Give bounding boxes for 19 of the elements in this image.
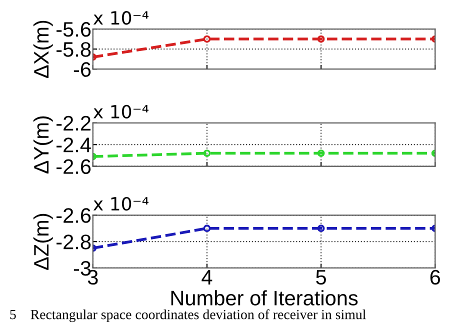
y-tick-label: -5.8 — [56, 42, 91, 57]
y-axis-title: ΔX(m) — [33, 20, 53, 78]
text: 5 Rectangular space coordinates deviation of receiver in simul — [10, 309, 366, 322]
y-tick-label: -5.6 — [56, 22, 91, 37]
x-tick-label: 5 — [316, 270, 326, 285]
x-tick-label: 6 — [430, 270, 440, 285]
text: x 10⁻⁴ — [93, 104, 148, 119]
y-tick-label: -6 — [74, 62, 91, 77]
x-axis-title: Number of Iterations — [171, 290, 358, 306]
y-tick-label: -2.6 — [56, 159, 91, 174]
y-axis-title: ΔZ(m) — [33, 214, 53, 270]
y-tick-label: -2.2 — [56, 116, 90, 130]
y-tick-label: -2.4 — [56, 138, 91, 152]
text: x 10⁻⁴ — [93, 196, 148, 211]
y-tick-label: -2.8 — [56, 234, 91, 250]
y-axis-title: ΔY(m) — [33, 116, 53, 174]
x-tick-label: 4 — [202, 270, 212, 284]
y-tick-label: -2.6 — [56, 208, 91, 223]
text: x 10⁻⁴ — [93, 11, 148, 25]
